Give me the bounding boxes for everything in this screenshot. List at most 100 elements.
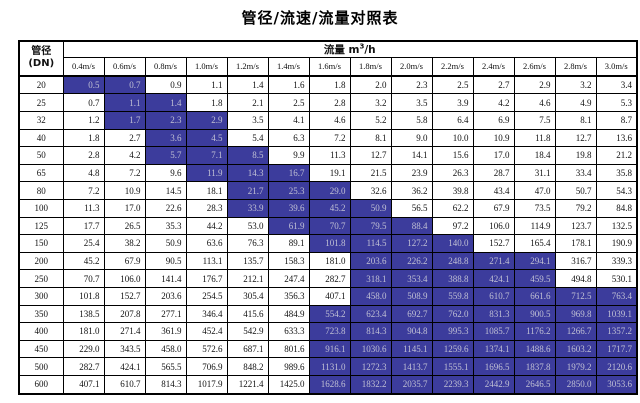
flow-cell: 50.7: [554, 181, 597, 200]
table-row: 20 0.5 0.7 0.9 1.1 1.4 1.6 1.8 2.0 2.3 2.5 2.7 2.9 3.…: [18, 74, 638, 95]
flow-cell: 3.2: [349, 93, 392, 112]
velocity-header: 1.8m/s: [349, 57, 392, 77]
flow-cell: 339.3: [595, 251, 638, 271]
flow-cell: 2.3: [144, 110, 187, 130]
velocity-header: 2.4m/s: [472, 57, 515, 77]
flow-cell: 1603.2: [554, 339, 597, 359]
flow-cell: 0.7: [103, 74, 146, 95]
flow-cell: 50.9: [144, 234, 187, 253]
velocity-header: 1.4m/s: [267, 57, 310, 77]
flow-cell: 692.7: [390, 304, 433, 324]
flow-cell: 79.2: [554, 198, 597, 218]
flow-cell: 73.5: [513, 198, 556, 218]
table-row: 500 282.7 424.1 565.5 706.9 848.2 989.6 1131.0 1…: [18, 357, 638, 376]
flow-cell: 18.4: [513, 146, 556, 165]
table-row: 50 2.8 4.2 5.7 7.1 8.5 9.9 11.3 12.7 14.1 15.6 17.0…: [18, 146, 638, 165]
flow-cell: 610.7: [103, 374, 146, 395]
flow-cell: 361.9: [144, 322, 187, 341]
flow-cell: 6.4: [431, 110, 474, 130]
flow-cell: 458.0: [144, 339, 187, 359]
flow-cell: 229.0: [62, 339, 105, 359]
flow-cell: 190.9: [595, 234, 638, 253]
flow-cell: 2.5: [431, 74, 474, 95]
flow-cell: 1413.7: [390, 357, 433, 376]
flow-cell: 0.9: [144, 74, 187, 95]
dn-cell: 80: [18, 181, 64, 200]
flow-cell: 4.2: [472, 93, 515, 112]
flow-cell: 32.6: [349, 181, 392, 200]
flow-cell: 6.3: [267, 128, 310, 148]
flow-cell: 723.8: [308, 322, 351, 341]
flow-cell: 494.8: [554, 269, 597, 288]
flow-unit-prefix: 流量 m: [323, 44, 360, 56]
dn-cell: 200: [18, 251, 64, 271]
flow-cell: 63.6: [185, 234, 228, 253]
flow-cell: 248.8: [431, 251, 474, 271]
flow-cell: 12.7: [349, 146, 392, 165]
dn-cell: 150: [18, 234, 64, 253]
flow-cell: 3.6: [144, 128, 187, 148]
flow-cell: 10.9: [472, 128, 515, 148]
flow-cell: 15.6: [431, 146, 474, 165]
flow-cell: 0.7: [62, 93, 105, 112]
flow-cell: 2.5: [267, 93, 310, 112]
flow-cell: 203.6: [144, 286, 187, 306]
flow-cell: 1.4: [226, 74, 269, 95]
page-title: 管径/流速/流量对照表: [241, 9, 399, 27]
flow-cell: 54.3: [595, 181, 638, 200]
flow-cell: 282.7: [308, 269, 351, 288]
flow-cell: 424.1: [472, 269, 515, 288]
flow-cell: 178.1: [554, 234, 597, 253]
flow-cell: 762.0: [431, 304, 474, 324]
flow-cell: 22.6: [144, 198, 187, 218]
flow-cell: 0.5: [62, 74, 105, 95]
flow-cell: 508.9: [390, 286, 433, 306]
flow-cell: 25.3: [267, 181, 310, 200]
dn-cell: 25: [18, 93, 64, 112]
velocity-header: 0.8m/s: [144, 57, 187, 77]
flow-cell: 1085.7: [472, 322, 515, 341]
flow-cell: 14.3: [226, 163, 269, 183]
flow-cell: 114.9: [513, 216, 556, 236]
flow-cell: 542.9: [226, 322, 269, 341]
flow-cell: 1017.9: [185, 374, 228, 395]
flow-cell: 2.9: [185, 110, 228, 130]
flow-cell: 559.8: [431, 286, 474, 306]
flow-cell: 212.1: [226, 269, 269, 288]
flow-cell: 831.3: [472, 304, 515, 324]
flow-cell: 2120.6: [595, 357, 638, 376]
flow-cell: 70.7: [308, 216, 351, 236]
flow-cell: 97.2: [431, 216, 474, 236]
flow-cell: 904.8: [390, 322, 433, 341]
flow-cell: 18.1: [185, 181, 228, 200]
flow-cell: 21.7: [226, 181, 269, 200]
flow-cell: 1832.2: [349, 374, 392, 395]
flow-cell: 53.0: [226, 216, 269, 236]
flow-cell: 282.7: [62, 357, 105, 376]
flow-cell: 101.8: [308, 234, 351, 253]
flow-cell: 3.4: [595, 74, 638, 95]
flow-cell: 114.5: [349, 234, 392, 253]
flow-cell: 530.1: [595, 269, 638, 288]
dn-cell: 400: [18, 322, 64, 341]
flow-cell: 1488.6: [513, 339, 556, 359]
flow-cell: 814.3: [144, 374, 187, 395]
velocity-header: 1.0m/s: [185, 57, 228, 77]
flow-cell: 90.5: [144, 251, 187, 271]
flow-cell: 10.9: [103, 181, 146, 200]
corner-header-line1: 管径: [31, 45, 52, 57]
dn-cell: 450: [18, 339, 64, 359]
table-row: 125 17.7 26.5 35.3 44.2 53.0 61.9 70.7 79.5 88.4 9…: [18, 216, 638, 236]
flow-cell: 1.6: [267, 74, 310, 95]
dn-cell: 300: [18, 286, 64, 306]
flow-cell: 16.7: [267, 163, 310, 183]
flow-cell: 158.3: [267, 251, 310, 271]
flow-unit-superscript: 3: [359, 42, 365, 51]
flow-cell: 484.9: [267, 304, 310, 324]
flow-cell: 277.1: [144, 304, 187, 324]
dn-cell: 20: [18, 74, 64, 95]
flow-cell: 56.5: [390, 198, 433, 218]
flow-cell: 106.0: [472, 216, 515, 236]
flow-cell: 1.2: [62, 110, 105, 130]
flow-cell: 801.6: [267, 339, 310, 359]
